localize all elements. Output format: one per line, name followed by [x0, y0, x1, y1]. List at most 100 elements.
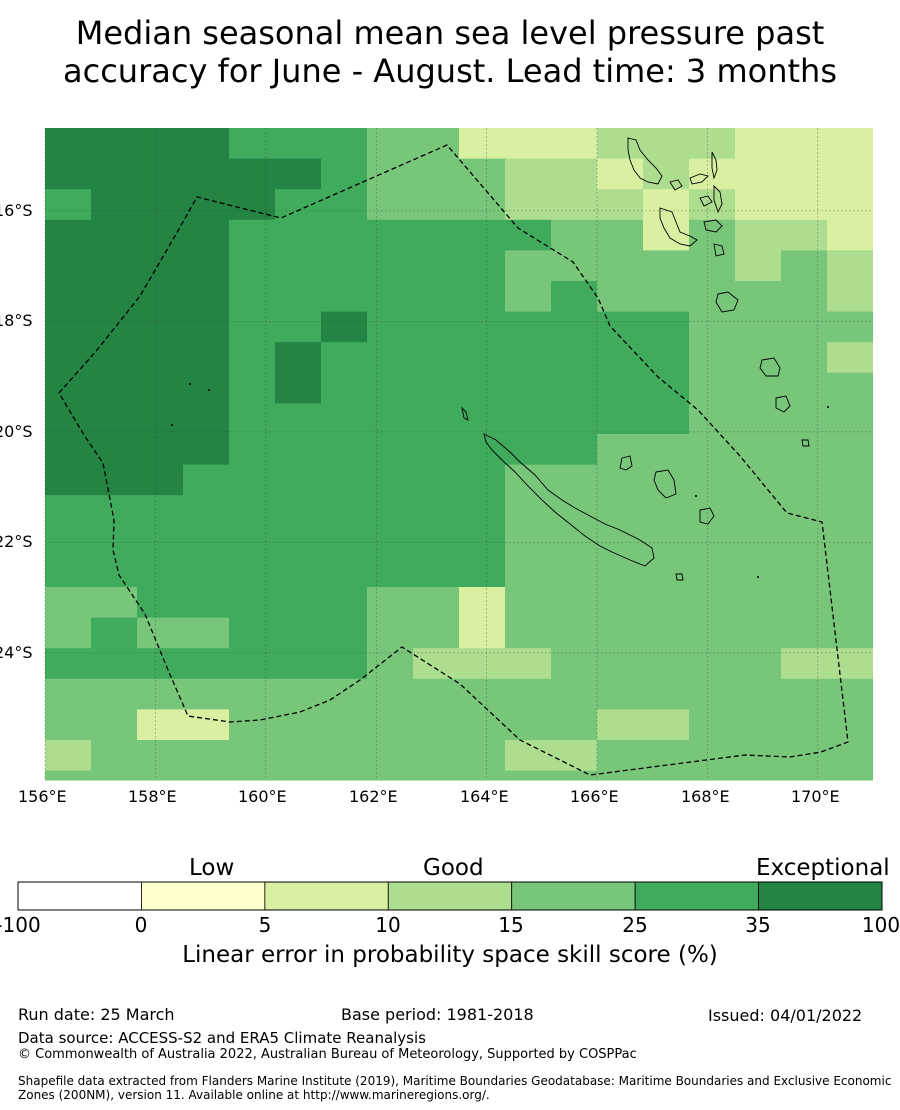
grid-cell [827, 495, 873, 527]
grid-cell [321, 403, 367, 435]
grid-cell [551, 250, 597, 282]
grid-cell [413, 464, 459, 496]
grid-cell [827, 587, 873, 619]
grid-cell [275, 648, 321, 680]
grid-cell [735, 372, 781, 404]
grid-cell [321, 587, 367, 619]
grid-cell [229, 678, 275, 710]
grid-cell [183, 587, 229, 619]
grid-cell [91, 158, 137, 190]
grid-cell [689, 556, 735, 588]
grid-cell [183, 770, 229, 781]
grid-cell [781, 311, 827, 343]
grid-cell [459, 464, 505, 496]
grid-cell [689, 281, 735, 313]
grid-cell [229, 372, 275, 404]
grid-cell [229, 189, 275, 221]
grid-cell [551, 709, 597, 741]
grid-cell [45, 525, 91, 557]
grid-cell [459, 128, 505, 160]
vanuatu-ambrym-outline [669, 179, 683, 191]
grid-cell [827, 250, 873, 282]
grid-cell [505, 434, 551, 466]
grid-cell [45, 403, 91, 435]
vanuatu-espiritu-outline [627, 137, 663, 185]
issued-date: Issued: 04/01/2022 [708, 1006, 863, 1025]
grid-cell [91, 311, 137, 343]
grid-cell [275, 128, 321, 160]
grid-cell [367, 587, 413, 619]
grid-cell [321, 464, 367, 496]
grid-cell [183, 403, 229, 435]
grid-cell [321, 678, 367, 710]
grid-cell [91, 250, 137, 282]
grid-cell [597, 678, 643, 710]
grid-cell [459, 342, 505, 374]
grid-cell [229, 770, 275, 781]
grid-cell [137, 281, 183, 313]
shapefile-credit-2: Zones (200NM), version 11. Available onl… [18, 1088, 490, 1102]
grid-cell [321, 556, 367, 588]
copyright: © Commonwealth of Australia 2022, Austra… [18, 1047, 637, 1062]
grid-cell [597, 281, 643, 313]
grid-cell [689, 740, 735, 772]
grid-cell [505, 709, 551, 741]
grid-cell [137, 709, 183, 741]
grid-cell [45, 342, 91, 374]
grid-cell [413, 372, 459, 404]
grid-cell [45, 495, 91, 527]
grid-cell [91, 678, 137, 710]
grid-cell [827, 525, 873, 557]
grid-cell [229, 556, 275, 588]
grid-cell [597, 434, 643, 466]
grid-cell [413, 158, 459, 190]
grid-cell [183, 678, 229, 710]
grid-cell [321, 770, 367, 781]
grid-cell [367, 189, 413, 221]
grid-cell [321, 740, 367, 772]
grid-cell [183, 219, 229, 251]
grid-cell [137, 495, 183, 527]
grid-cell [689, 464, 735, 496]
grid-cell [689, 678, 735, 710]
grid-cell [781, 250, 827, 282]
islet-dot [208, 389, 210, 391]
grid-cell [597, 617, 643, 649]
grid-cell [413, 525, 459, 557]
grid-cell [459, 158, 505, 190]
grid-cell [45, 311, 91, 343]
title-line-1: Median seasonal mean sea level pressure … [75, 14, 825, 52]
grid-cell [413, 311, 459, 343]
grid-cell [459, 372, 505, 404]
grid-cell [367, 495, 413, 527]
grid-cell [735, 250, 781, 282]
grid-cell [643, 158, 689, 190]
land-outlines [171, 137, 829, 581]
grid-cell [551, 556, 597, 588]
grid-cell [551, 434, 597, 466]
grid-cell [459, 617, 505, 649]
grid-cell [367, 556, 413, 588]
grid-cell [689, 342, 735, 374]
grid-cell [275, 770, 321, 781]
grid-cell [183, 648, 229, 680]
grid-cell [735, 464, 781, 496]
grid-cell [91, 770, 137, 781]
grid-cell [229, 158, 275, 190]
grid-cell [183, 434, 229, 466]
grid-cell [229, 617, 275, 649]
grid-cell [505, 189, 551, 221]
grid-cell [321, 281, 367, 313]
grid-cell [321, 495, 367, 527]
grid-cell [45, 464, 91, 496]
grid-cell [413, 770, 459, 781]
grid-cell [91, 464, 137, 496]
grid-cell [459, 740, 505, 772]
grid-cell [229, 342, 275, 374]
vanuatu-aoba-outline [689, 173, 709, 185]
colorbar-tick: 0 [134, 913, 148, 937]
skill-score-grid [45, 128, 873, 781]
grid-cell [137, 434, 183, 466]
vanuatu-north-outline [711, 151, 718, 180]
grid-cell [91, 128, 137, 160]
